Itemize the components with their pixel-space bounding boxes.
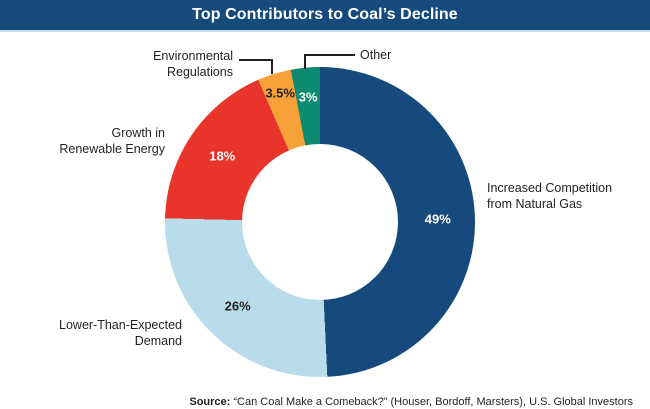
source-text: “Can Coal Make a Comeback?” (Houser, Bor… — [230, 396, 633, 408]
source-prefix: Source: — [189, 396, 231, 408]
slice-percent-label: 3% — [298, 89, 318, 105]
label-line: from Natural Gas — [487, 196, 583, 211]
chart-title: Top Contributors to Coal’s Decline — [192, 6, 458, 23]
label-line: Lower-Than-Expected — [59, 318, 182, 332]
label-line: Environmental — [153, 49, 233, 63]
label-line: Regulations — [166, 64, 233, 79]
donut-hole — [242, 144, 398, 300]
leader-line-environmental-regulations — [239, 59, 273, 74]
donut-chart: 49% 26% 18% 3.5% 3% — [165, 67, 475, 377]
label-line: Increased Competition — [487, 181, 613, 195]
slice-label-lower-than-expected-demand: Lower-Than-Expected Demand — [59, 318, 182, 349]
slice-label-growth-renewable-energy: Growth in Renewable Energy — [59, 126, 165, 157]
slice-percent-label: 18% — [209, 148, 236, 164]
label-line: Demand — [134, 333, 182, 348]
label-line: Renewable Energy — [59, 141, 165, 156]
leader-line-other — [304, 54, 355, 69]
slice-label-other: Other — [360, 48, 391, 64]
slice-percent-label: 49% — [424, 211, 451, 227]
slice-label-increased-competition-natural-gas: Increased Competition from Natural Gas — [487, 181, 612, 212]
label-line: Other — [360, 48, 392, 62]
label-line: Growth in — [111, 126, 166, 140]
source-attribution: Source: “Can Coal Make a Comeback?” (Hou… — [189, 396, 633, 408]
slice-percent-label: 3.5% — [265, 85, 295, 101]
title-bar: Top Contributors to Coal’s Decline — [0, 0, 650, 32]
slice-percent-label: 26% — [224, 298, 251, 314]
slice-label-environmental-regulations: Environmental Regulations — [153, 49, 233, 80]
